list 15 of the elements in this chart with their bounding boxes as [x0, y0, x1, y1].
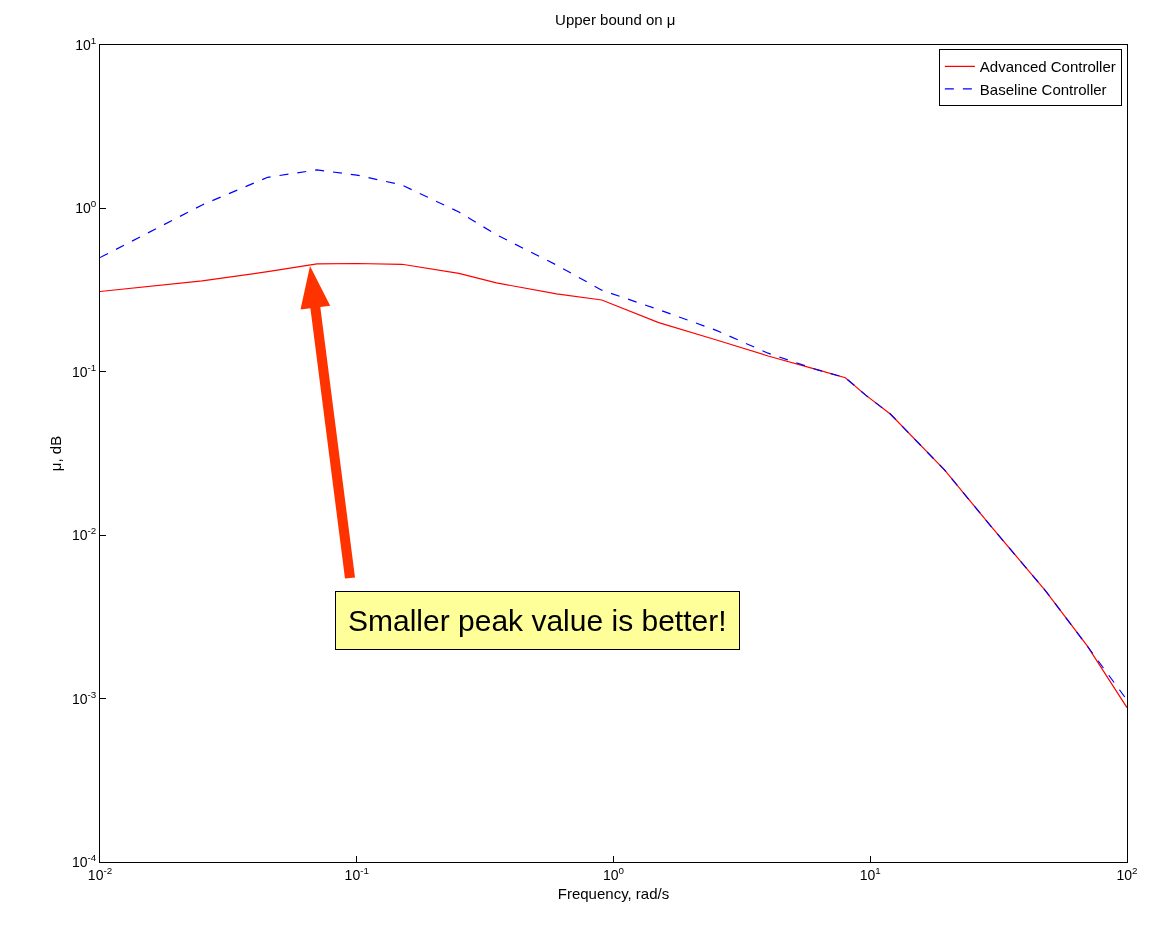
legend-label: Advanced Controller — [979, 58, 1116, 76]
y-tick-label: 10$^{-3}$ — [71, 688, 97, 707]
x-axis-title: Frequency, rad/s — [557, 884, 670, 902]
y-tick-label: 10$^{-1}$ — [71, 361, 97, 380]
x-tick-label: 10$^{1}$ — [859, 864, 881, 883]
y-tick-label: 10$^{1}$ — [75, 35, 97, 53]
annotation: Smaller peak value is better! — [348, 604, 727, 637]
x-tick-label: 10$^{2}$ — [1116, 864, 1138, 883]
chart-title: Upper bound on μ — [555, 10, 676, 28]
y-tick-label: 10$^{-2}$ — [71, 525, 97, 544]
y-tick-label: 10$^{0}$ — [75, 198, 97, 217]
legend-label: Baseline Controller — [979, 80, 1107, 98]
x-tick-label: 10$^{-1}$ — [344, 864, 369, 883]
x-tick-label: 10$^{0}$ — [602, 864, 625, 883]
y-axis-title: μ, dB — [47, 435, 65, 472]
